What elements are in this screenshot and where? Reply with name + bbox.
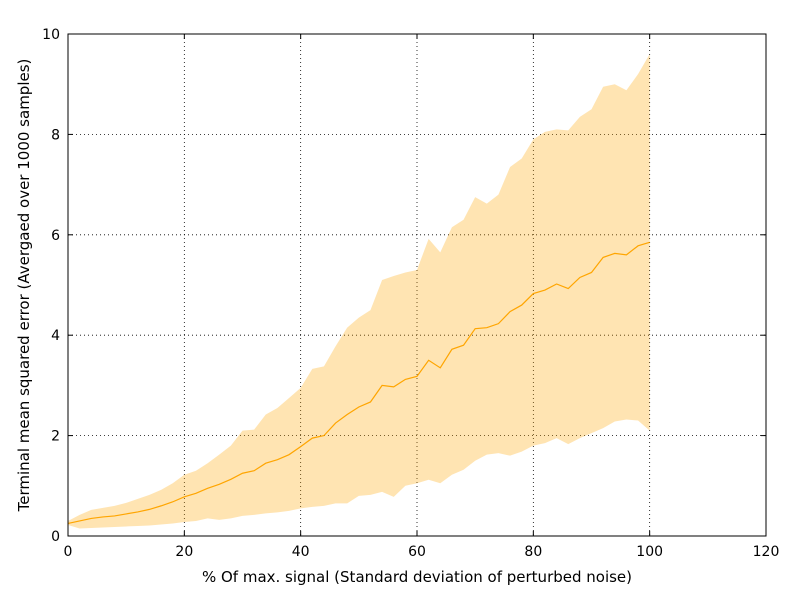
- x-axis-ticks: 0 20 40 60 80 100 120: [64, 34, 780, 560]
- x-tick-label: 100: [636, 544, 663, 560]
- y-axis-ticks: 0 2 4 6 8 10: [42, 27, 766, 545]
- y-tick-label: 0: [51, 529, 60, 545]
- mean-line: [67, 241, 650, 525]
- x-tick-label: 120: [753, 544, 780, 560]
- x-tick-label: 20: [175, 544, 193, 560]
- y-tick-label: 4: [51, 328, 60, 344]
- x-axis-label: % Of max. signal (Standard deviation of …: [202, 568, 632, 586]
- x-tick-label: 40: [292, 544, 310, 560]
- mean-error-line: [67, 241, 650, 525]
- y-tick-label: 8: [51, 127, 60, 143]
- x-tick-label: 60: [408, 544, 426, 560]
- confidence-band: [68, 54, 650, 529]
- y-tick-label: 10: [42, 27, 60, 43]
- x-tick-label: 0: [64, 544, 73, 560]
- y-axis-label: Terminal mean squared error (Avergaed ov…: [15, 59, 33, 513]
- error-band: [68, 54, 650, 529]
- grid-lines: [68, 34, 766, 536]
- x-tick-label: 80: [524, 544, 542, 560]
- y-tick-label: 6: [51, 228, 60, 244]
- y-tick-label: 2: [51, 429, 60, 445]
